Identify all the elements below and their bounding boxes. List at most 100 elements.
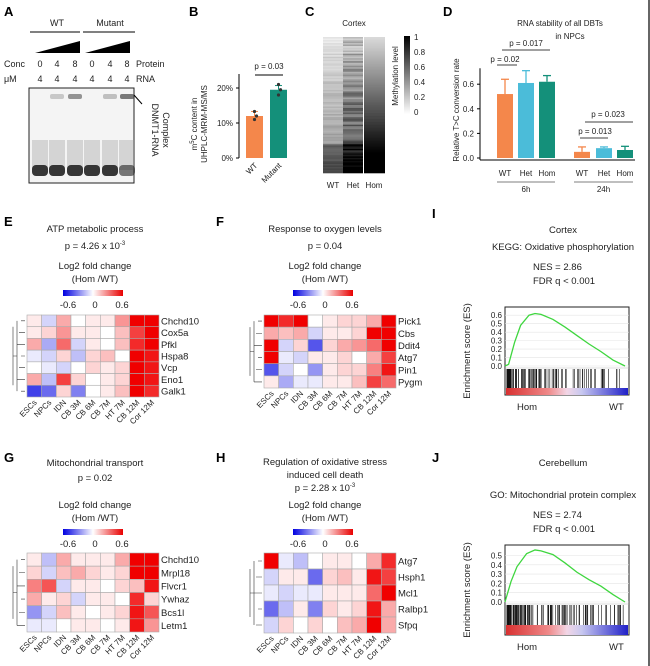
heatmap-cell [114, 618, 130, 633]
methylation-cell [364, 65, 385, 68]
heatmap-cell [56, 373, 72, 386]
methylation-cell [323, 89, 343, 92]
methylation-cell [343, 127, 363, 130]
methylation-cell [323, 52, 343, 54]
heatmap-cell [293, 339, 309, 352]
heatmap-cell [56, 579, 72, 593]
methylation-cell [364, 92, 385, 95]
heatmap-cell [144, 373, 160, 386]
heatmap-cell [26, 373, 42, 386]
heatmap-cell [322, 363, 338, 377]
methylation-cell [364, 109, 385, 112]
methylation-cell [364, 76, 385, 79]
free-rna-smear [32, 140, 48, 170]
row-label: Chchd10 [161, 316, 199, 327]
heatmap-cell [129, 605, 145, 620]
methylation-cell [343, 79, 363, 82]
methylation-cell [343, 91, 363, 94]
legend-colorbar [63, 290, 123, 296]
protein-conc-value: 4 [54, 59, 59, 69]
dendrogram [249, 320, 262, 383]
methylation-cell [364, 139, 385, 142]
methylation-cell [343, 100, 363, 103]
y-tick-label: 0% [221, 154, 233, 163]
heatmap-cell [278, 600, 294, 618]
heatmap-cell [114, 565, 130, 580]
heatmap-cell [293, 314, 309, 328]
y-tick-label: 0.6 [491, 311, 503, 320]
methylation-cell [343, 38, 363, 41]
heatmap-cell [70, 373, 86, 386]
panel-label: C [305, 4, 315, 19]
methylation-cell [343, 41, 363, 44]
methylation-cell [323, 64, 343, 67]
y-axis-label-2: UHPLC-MRM-MS/MS [200, 85, 209, 163]
methylation-cell [364, 118, 385, 121]
methylation-cell [343, 160, 363, 163]
heatmap-cell [278, 351, 294, 364]
panel-label: I [432, 206, 436, 221]
methylation-cell [343, 159, 363, 162]
heatmap-cell [293, 351, 309, 364]
heatmap-title-e: ATP metabolic process [47, 224, 144, 235]
methylation-cell [343, 144, 363, 147]
heatmap-cell [26, 618, 42, 633]
methylation-cell [323, 38, 343, 41]
methylation-cell [323, 114, 343, 116]
methylation-heatmap: WT Het Hom [323, 37, 385, 190]
p-value-h: p = 2.28 x 10-3 [295, 483, 356, 494]
legend-tick-label: 0 [322, 539, 327, 550]
x-tick-label: Hom [539, 169, 556, 178]
heatmap-cell [26, 314, 42, 328]
methylation-cell [343, 147, 363, 150]
heatmap-cell [114, 592, 130, 606]
colorbar-tick-label: 0.2 [414, 93, 426, 102]
methylation-cell [364, 97, 385, 100]
methylation-cell [364, 38, 385, 41]
methylation-cell [323, 88, 343, 91]
methylation-cell [343, 106, 363, 109]
heatmap-cell [114, 384, 130, 398]
methylation-cell [323, 169, 343, 172]
heatmap-cell [129, 338, 145, 351]
methylation-cell [364, 67, 385, 70]
methylation-cell [364, 133, 385, 136]
heatmap-cell [129, 384, 145, 398]
methylation-cell [323, 97, 343, 100]
heatmap-cell [381, 584, 397, 602]
methylation-cell [323, 136, 343, 139]
concentration-wedge-mutant [85, 41, 130, 53]
methylation-cell [323, 145, 343, 148]
heatmap-cell [263, 568, 279, 586]
group-label: 24h [597, 185, 610, 194]
methylation-cell [323, 154, 343, 157]
methylation-cell [343, 94, 363, 97]
heatmap-title-g: Mitochondrial transport [47, 458, 144, 469]
methylation-cell [343, 43, 363, 45]
methylation-cell [343, 85, 363, 88]
methylation-cell [364, 73, 385, 76]
heatmap-cell [263, 339, 279, 352]
heatmap-cell [129, 618, 145, 633]
methylation-cell [323, 118, 343, 121]
methylation-cell [343, 111, 363, 113]
methylation-cell [323, 53, 343, 56]
heatmap-cell [366, 568, 382, 586]
free-rna-smear [84, 140, 100, 170]
heatmap-cell [337, 363, 353, 377]
heatmap-cell [381, 552, 397, 570]
heatmap-cell [337, 600, 353, 618]
gsea-tissue-j: Cerebellum [539, 458, 588, 469]
methylation-cell [323, 165, 343, 168]
legend-tick-label: -0.6 [290, 300, 306, 311]
methylation-cell [323, 79, 343, 82]
heatmap-cell [278, 363, 294, 377]
legend-colorbar [63, 529, 123, 535]
heatmap-cell [129, 565, 145, 580]
heatmap-cell [85, 338, 101, 351]
colorbar-ticks: 1 0.8 0.6 0.4 0.2 0 [414, 33, 426, 117]
methylation-cell [323, 163, 343, 166]
methylation-cell [364, 162, 385, 165]
methylation-cell [364, 136, 385, 139]
heatmap-cell [381, 314, 397, 328]
